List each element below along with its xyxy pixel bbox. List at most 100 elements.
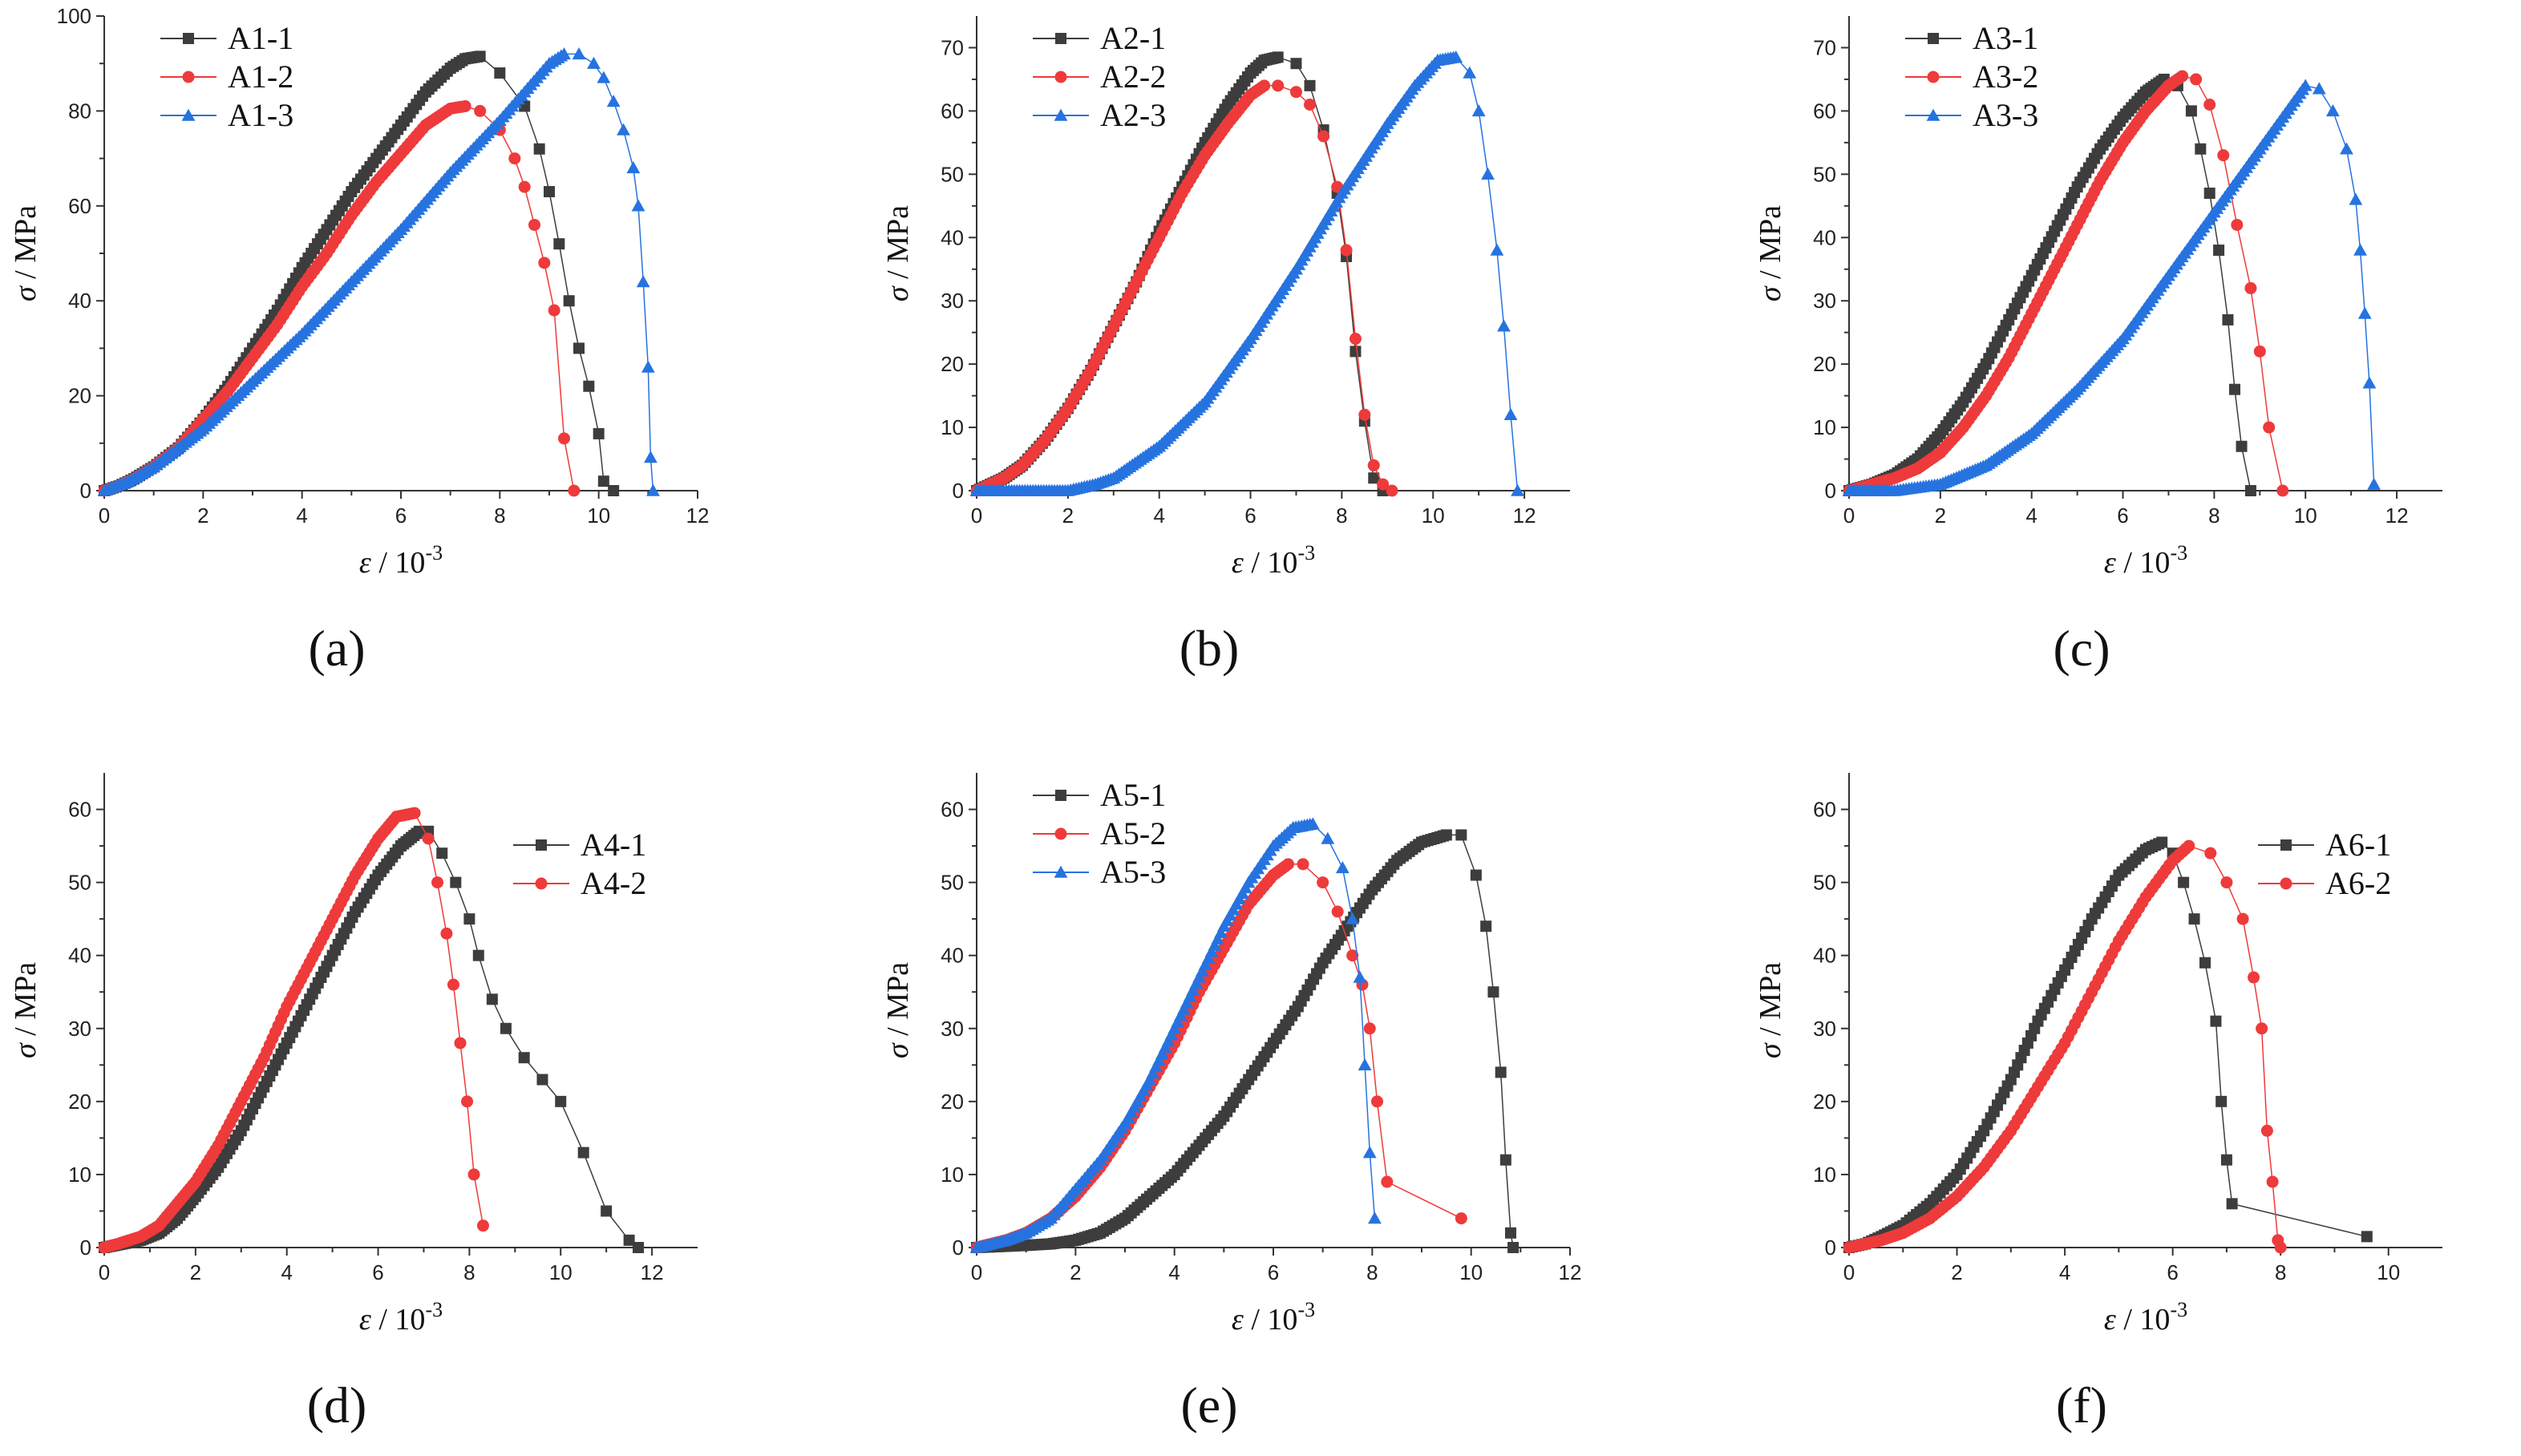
x-tick-label: 12 [641,1260,664,1284]
data-point [568,484,581,497]
x-tick-label: 6 [1268,1260,1279,1284]
data-point [1362,1146,1377,1159]
data-point [2256,1022,2268,1035]
x-axis-label: ε / 10-3 [2104,1298,2187,1337]
x-tick-label: 4 [1153,504,1164,528]
data-point [1167,1021,1182,1034]
legend-marker [1054,827,1067,840]
data-point [1305,817,1320,830]
y-tick-label: 40 [68,289,91,313]
data-point [1149,1060,1163,1073]
chart-e: 0 2 4 6 8 10 12 0 10 20 30 40 50 60 ε / 10-3 σ / MPa A5-… [881,773,1581,1434]
data-point [606,95,621,107]
x-tick-label: 6 [395,504,407,528]
data-point [2220,876,2233,889]
data-point [608,485,620,496]
data-point [1151,1054,1166,1066]
x-axis-symbol: ε [359,1303,371,1337]
data-point [2349,192,2363,205]
data-point [557,47,571,60]
data-point [1164,1028,1179,1041]
data-point [1449,50,1463,63]
legend-marker [182,71,195,83]
data-point [1173,1009,1188,1021]
x-tick-label: 10 [2377,1260,2400,1284]
panel-label: (b) [1180,620,1240,677]
x-tick-label: 2 [1070,1260,1081,1284]
y-tick-label: 20 [1813,1090,1836,1114]
data-point [553,238,565,250]
y-tick-label: 50 [941,871,964,895]
data-point [644,451,658,463]
data-point [518,180,531,193]
x-tick-label: 2 [1935,504,1946,528]
x-tick-label: 10 [1459,1260,1483,1284]
x-tick-label: 0 [99,1260,110,1284]
data-point [2190,73,2203,86]
data-point [1455,829,1467,841]
y-tick-label: 0 [953,479,964,503]
data-point [461,1095,474,1108]
data-point [1198,957,1212,970]
data-point [2222,313,2234,326]
data-point [1201,951,1216,964]
x-tick-label: 8 [2275,1260,2286,1284]
x-axis-symbol: ε [1232,1303,1244,1337]
data-point [1470,869,1482,881]
y-tick-label: 30 [941,1017,964,1041]
data-point [1317,876,1329,889]
data-point [1480,920,1492,932]
data-point [536,1074,548,1086]
x-tick-label: 0 [99,504,110,528]
y-tick-label: 60 [941,798,964,822]
legend-marker [535,877,548,890]
y-tick-label: 0 [953,1236,964,1260]
panel-label: (f) [2056,1377,2107,1434]
data-point [1377,478,1390,491]
series-a3-3 [1842,79,2381,496]
data-point [1358,1058,1372,1071]
data-point [1463,66,1477,79]
data-point [1471,104,1486,117]
legend-label: A4-1 [581,827,646,863]
x-axis-unit: / 10 [371,546,426,580]
data-point [636,275,650,288]
x-tick-label: 6 [2167,1260,2178,1284]
y-tick-label: 60 [68,194,91,218]
data-point [555,1095,567,1107]
data-point [2217,149,2230,162]
y-tick-label: 0 [1825,1236,1836,1260]
y-tick-label: 20 [941,352,964,376]
y-tick-label: 10 [941,1163,964,1187]
y-tick-label: 30 [1813,1017,1836,1041]
data-point [1290,58,1302,70]
data-point [1204,944,1219,957]
data-point [1304,79,1316,91]
data-point [1507,1242,1519,1253]
legend-label: A5-1 [1100,777,1166,813]
data-point [2204,847,2217,859]
y-axis-symbol: σ [1754,1042,1787,1058]
legend-marker [1926,108,1940,121]
legend-marker [2280,877,2292,890]
y-axis-unit: / MPa [881,205,915,286]
data-point [2215,1095,2228,1107]
data-point [1321,831,1335,844]
data-point [1143,1073,1157,1086]
data-point [1289,86,1302,99]
x-tick-label: 10 [549,1260,573,1284]
x-tick-label: 6 [1244,504,1256,528]
data-point [450,876,462,888]
data-point [2195,143,2207,155]
data-point [572,47,586,60]
data-point [1345,912,1360,924]
x-tick-label: 4 [296,504,307,528]
x-tick-label: 10 [587,504,610,528]
x-tick-label: 2 [1951,1260,1962,1284]
data-point [463,913,475,925]
data-point [1155,1047,1169,1060]
x-tick-label: 0 [1843,504,1855,528]
y-axis-label: σ / MPa [1754,962,1787,1058]
data-point [1386,484,1398,497]
chart-a: 0 2 4 6 8 10 12 0 20 40 60 80 100 ε / 10-3 σ / MPa A1-1… [9,4,709,677]
